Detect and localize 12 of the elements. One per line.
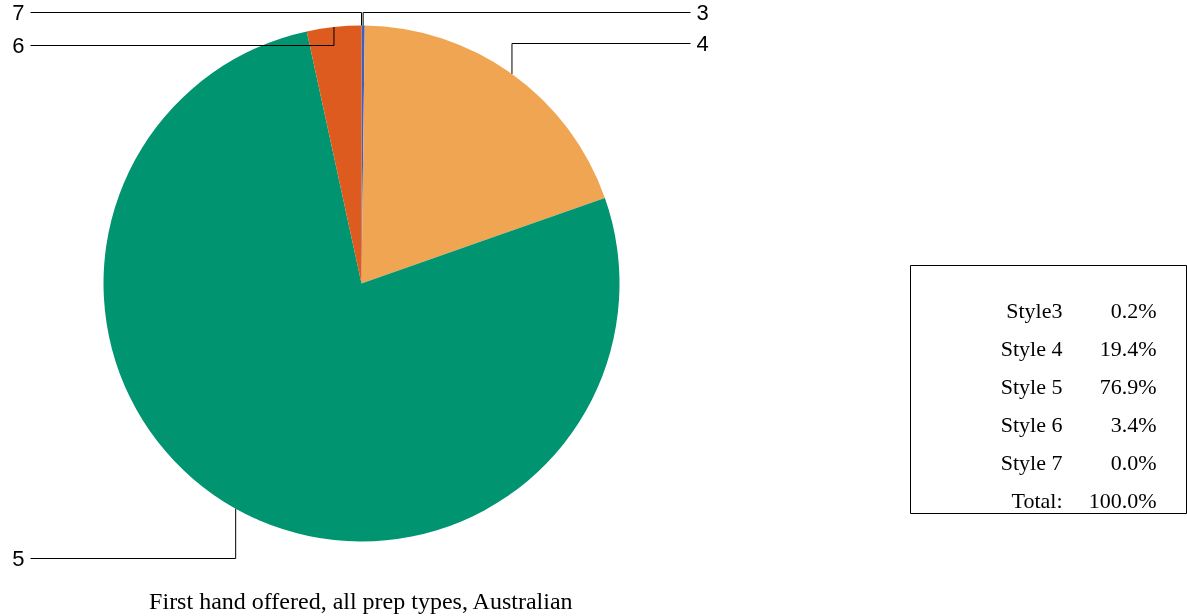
text: Style 5 76.9%: [1000, 374, 1157, 399]
slice-label: 4: [696, 31, 709, 56]
slice-label: 3: [696, 0, 709, 25]
text: Total: 100.0%: [1011, 488, 1157, 513]
text: First hand offered, all prep types, Australian: [149, 587, 573, 614]
slice-label: 6: [12, 33, 25, 58]
text: Style 4 19.4%: [1000, 336, 1157, 361]
category-label: 7: [12, 0, 25, 25]
text: Style3 0.2%: [1006, 298, 1157, 323]
text: Style 6 3.4%: [1000, 412, 1157, 437]
slice-label: 5: [12, 546, 25, 571]
text: Style 7 0.0%: [1000, 450, 1157, 475]
